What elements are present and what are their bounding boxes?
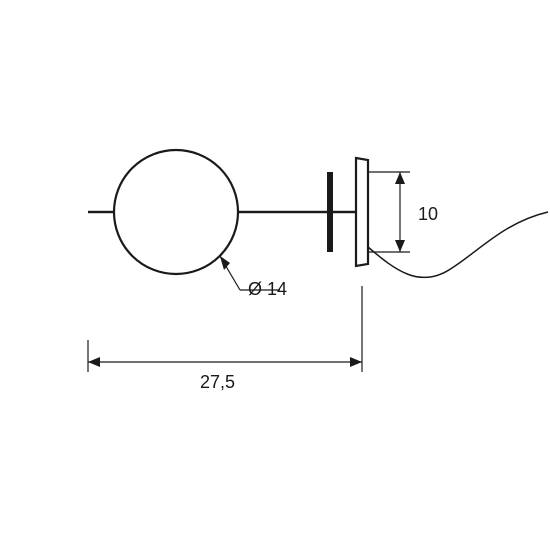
width-label: 27,5: [200, 372, 235, 393]
diameter-label: Ø 14: [248, 279, 287, 300]
mount-plate: [356, 158, 368, 266]
height-label: 10: [418, 204, 438, 225]
diameter-leader-arrow: [220, 256, 230, 270]
cable: [368, 212, 548, 278]
dim-width-arrow-right: [350, 357, 362, 367]
technical-diagram: Ø 14 10 27,5: [0, 0, 550, 550]
dim-height-arrow-top: [395, 172, 405, 184]
dim-width-arrow-left: [88, 357, 100, 367]
diagram-svg: [0, 0, 550, 550]
dim-height-arrow-bottom: [395, 240, 405, 252]
globe-circle: [114, 150, 238, 274]
